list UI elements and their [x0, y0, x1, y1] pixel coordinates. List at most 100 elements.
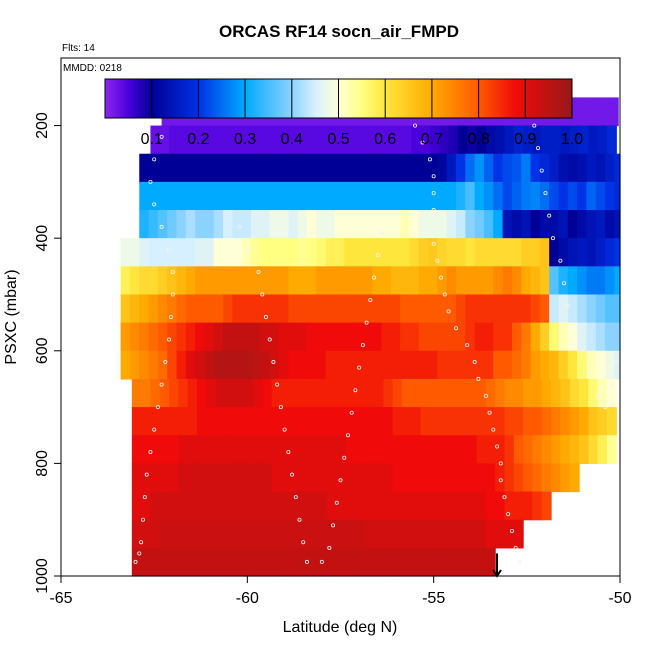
heat-cell	[409, 322, 420, 352]
heat-cell	[299, 435, 310, 464]
heat-cell	[262, 519, 273, 549]
heat-cell	[280, 435, 291, 464]
heat-cell	[178, 463, 189, 493]
track-point	[159, 224, 164, 229]
heat-cell	[502, 294, 513, 324]
heat-cell	[187, 463, 198, 493]
heat-cell	[372, 266, 383, 296]
track-point	[495, 444, 500, 449]
heat-cell	[588, 125, 599, 155]
colorbar-tick-label: 1.0	[561, 131, 583, 148]
heat-cell	[428, 294, 438, 324]
heat-cell	[280, 407, 291, 436]
heat-cell	[595, 181, 606, 211]
heat-cell	[195, 210, 206, 239]
heat-cell	[511, 294, 522, 324]
heat-cell	[215, 407, 226, 436]
track-point	[435, 258, 440, 263]
heat-cell	[532, 463, 543, 493]
heat-cell	[176, 210, 187, 239]
heat-cell	[411, 547, 422, 577]
heat-cell	[204, 266, 215, 296]
heat-cell	[483, 238, 494, 267]
heat-cell	[493, 210, 504, 239]
heat-cell	[353, 181, 364, 211]
heat-cell	[381, 210, 392, 239]
track-point	[282, 427, 287, 432]
heat-cell	[372, 210, 383, 239]
heat-cell	[476, 407, 487, 436]
track-point	[275, 382, 280, 387]
heat-cell	[586, 210, 597, 239]
heat-cell	[383, 407, 394, 436]
heat-cell	[213, 210, 224, 239]
heat-cell	[493, 266, 504, 296]
track-point	[237, 224, 242, 229]
heat-cell	[420, 547, 431, 577]
heat-cell	[597, 435, 608, 464]
heat-cell	[400, 266, 411, 296]
x-tick-label: -65	[49, 590, 72, 607]
heat-cell	[364, 125, 375, 155]
heat-cell	[476, 547, 487, 577]
heat-cell	[279, 210, 289, 239]
track-point	[163, 360, 168, 365]
heat-cell	[558, 350, 569, 380]
heat-cell	[141, 547, 152, 577]
heat-cell	[476, 435, 487, 464]
track-point	[357, 365, 362, 370]
heat-cell	[157, 322, 168, 352]
heat-cell	[400, 350, 411, 380]
heat-cell	[532, 435, 543, 464]
heat-cell	[150, 125, 161, 155]
heat-cell	[439, 547, 450, 577]
heat-cell	[465, 210, 476, 239]
heat-cell	[197, 378, 207, 408]
heat-cell	[485, 125, 496, 155]
track-point	[152, 427, 157, 432]
heat-cell	[223, 181, 234, 211]
heat-cell	[234, 463, 245, 493]
heat-cell	[327, 547, 338, 577]
heat-cell	[558, 322, 569, 352]
heat-cell	[334, 238, 345, 267]
heat-cell	[409, 350, 420, 380]
heat-cell	[150, 491, 161, 521]
heat-cell	[279, 181, 289, 211]
heat-cell	[456, 210, 466, 239]
heat-cell	[336, 407, 347, 436]
heat-cell	[493, 153, 504, 183]
heat-cell	[541, 491, 552, 521]
heat-cell	[251, 350, 261, 380]
heat-cell	[597, 407, 608, 436]
heat-cell	[504, 463, 515, 493]
heat-cell	[288, 294, 299, 324]
heat-cell	[590, 97, 601, 127]
heat-cell	[448, 378, 459, 408]
heat-cell	[316, 210, 327, 239]
heat-cell	[614, 153, 621, 183]
heat-cell	[299, 519, 310, 549]
heat-cell	[530, 350, 541, 380]
track-point	[360, 343, 365, 348]
heat-cell	[558, 266, 569, 296]
heat-cell	[299, 378, 310, 408]
heat-cell	[336, 519, 347, 549]
track-point	[603, 405, 608, 410]
heat-cell	[288, 210, 299, 239]
heat-cell	[260, 238, 271, 267]
heat-cell	[439, 519, 450, 549]
heat-cell	[560, 378, 571, 408]
heat-cell	[344, 266, 355, 296]
heat-cell	[167, 238, 178, 267]
heat-cell	[392, 125, 403, 155]
heat-cell	[383, 491, 394, 521]
heat-cell	[372, 238, 383, 267]
heat-cell	[327, 125, 338, 155]
heat-cell	[178, 378, 189, 408]
heat-cell	[495, 125, 506, 155]
heat-cell	[269, 322, 280, 352]
x-axis-label: Latitude (deg N)	[283, 619, 398, 636]
heat-cell	[129, 238, 140, 267]
track-point	[580, 348, 585, 353]
